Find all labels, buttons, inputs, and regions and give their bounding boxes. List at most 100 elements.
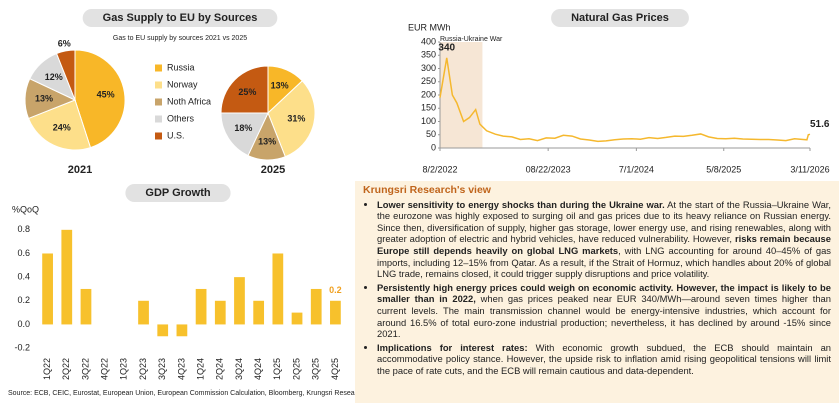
bar <box>80 288 92 325</box>
x-tick-label: 4Q25 <box>330 358 340 380</box>
legend-swatch <box>155 98 162 106</box>
x-tick-label: 3Q25 <box>311 358 321 380</box>
x-tick-label: 2Q23 <box>138 358 148 380</box>
slice-label: 13% <box>271 81 289 91</box>
y-tick-label: 150 <box>421 103 436 113</box>
x-tick-label: 7/1/2024 <box>619 164 654 174</box>
commentary-list: Lower sensitivity to energy shocks than … <box>363 199 831 377</box>
bullet-text: , with LNG accounting for around 40–45% … <box>377 244 831 280</box>
slice-label: 13% <box>258 137 276 147</box>
bullet: Implications for interest rates: With ec… <box>377 342 831 377</box>
x-tick-label: 3/11/2026 <box>790 164 829 174</box>
y-tick-label: 0.8 <box>17 224 30 234</box>
x-tick-label: 1Q22 <box>42 358 52 380</box>
y-tick-label: 400 <box>421 36 436 46</box>
bar <box>42 253 53 325</box>
title-pill <box>125 184 231 202</box>
legend-swatch <box>155 64 162 72</box>
slice-label: 24% <box>53 122 71 132</box>
pie-label: 2021 <box>68 164 92 176</box>
y-tick-label: 0 <box>431 142 436 152</box>
chart-title: GDP Growth <box>145 187 210 199</box>
value-label: 0.2 <box>329 285 342 295</box>
y-tick-label: 100 <box>421 116 436 126</box>
bar <box>330 300 341 325</box>
y-axis-label: EUR MWh <box>408 22 451 32</box>
bar <box>291 312 303 325</box>
legend-label: Others <box>167 113 195 123</box>
bar <box>310 288 322 325</box>
region-label: Russia-Ukraine War <box>440 36 503 43</box>
legend-swatch <box>155 132 162 140</box>
value-label: 51.6 <box>810 119 830 130</box>
pie-slice <box>220 65 269 114</box>
x-tick-label: 4Q23 <box>176 358 186 380</box>
bar <box>176 324 188 337</box>
bullet-text: Persistently high energy prices could we… <box>377 281 831 305</box>
bullet: Persistently high energy prices could we… <box>377 282 831 340</box>
x-tick-label: 3Q22 <box>80 358 90 380</box>
y-tick-label: 0.4 <box>17 272 30 282</box>
slice-label: 18% <box>234 123 252 133</box>
y-tick-label: -0.2 <box>14 342 30 352</box>
chart-title: Natural Gas Prices <box>571 12 669 24</box>
chart-subtitle: Gas to EU supply by sources 2021 vs 2025 <box>113 35 247 42</box>
y-tick-label: 350 <box>421 50 436 60</box>
pie-slice <box>74 49 126 149</box>
y-tick-label: 50 <box>426 129 436 139</box>
bar <box>61 229 73 325</box>
slice-label: 13% <box>35 93 53 103</box>
bar <box>253 300 265 325</box>
source-note: Source: ECB, CEIC, Eurostat, European Un… <box>8 390 364 397</box>
y-tick-label: 300 <box>421 63 436 73</box>
bar <box>272 253 284 325</box>
x-tick-label: 2Q25 <box>291 358 301 380</box>
slice-label: 6% <box>58 38 71 48</box>
y-tick-label: 200 <box>421 89 436 99</box>
slice-label: 45% <box>97 90 115 100</box>
x-tick-label: 4Q24 <box>253 358 263 380</box>
bullet: Lower sensitivity to energy shocks than … <box>377 199 831 280</box>
slice-label: 31% <box>287 114 305 124</box>
pie-slice <box>267 80 316 158</box>
y-tick-label: 0.0 <box>17 319 30 329</box>
value-label: 340 <box>438 43 455 54</box>
legend-swatch <box>155 81 162 89</box>
x-tick-label: 8/2/2022 <box>422 164 457 174</box>
bar <box>234 277 245 325</box>
bar <box>157 324 169 337</box>
y-tick-label: 250 <box>421 76 436 86</box>
pie-slice <box>55 49 76 101</box>
bullet-text: risks remain because Europe still depend… <box>377 233 831 256</box>
bullet-text: Implications for interest rates: <box>377 341 528 353</box>
x-tick-label: 08/22/2023 <box>526 164 571 174</box>
x-tick-label: 4Q22 <box>100 358 110 380</box>
bar <box>214 300 226 325</box>
title-pill <box>551 9 689 27</box>
x-tick-label: 2Q22 <box>61 358 71 380</box>
chart-title: Gas Supply to EU by Sources <box>103 12 258 24</box>
y-tick-label: 0.2 <box>17 295 30 305</box>
legend-label: U.S. <box>167 130 185 140</box>
bar <box>195 288 207 325</box>
bullet-text: when gas prices peaked near EUR 340/MWh—… <box>377 293 831 340</box>
x-tick-label: 2Q24 <box>215 358 225 380</box>
x-tick-label: 5/8/2025 <box>706 164 741 174</box>
legend-swatch <box>155 115 162 123</box>
x-tick-label: 1Q24 <box>195 358 205 380</box>
slice-label: 25% <box>238 87 256 97</box>
bullet-text: At the start of the Russia–Ukraine War, … <box>377 198 831 245</box>
bar <box>138 300 149 325</box>
legend-label: Norway <box>167 79 198 89</box>
x-tick-label: 1Q23 <box>119 358 129 380</box>
x-tick-label: 1Q25 <box>272 358 282 380</box>
price-line <box>439 57 811 143</box>
legend-label: Noth Africa <box>167 96 211 106</box>
y-axis-label: %QoQ <box>12 204 39 214</box>
slice-label: 12% <box>45 72 63 82</box>
y-tick-label: 0.6 <box>17 248 30 258</box>
x-tick-label: 3Q24 <box>234 358 244 380</box>
pie-slice <box>220 112 269 157</box>
